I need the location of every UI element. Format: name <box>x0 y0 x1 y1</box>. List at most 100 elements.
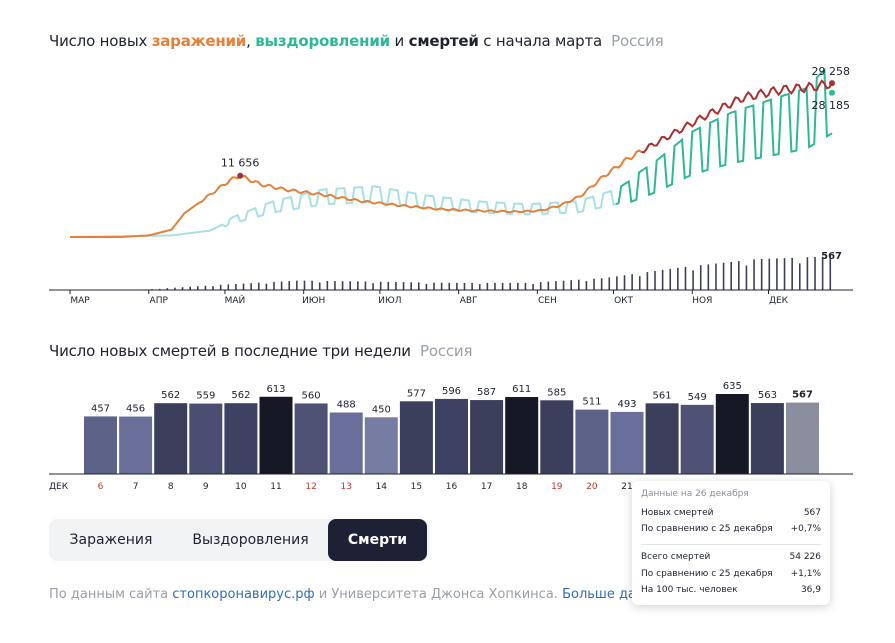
death-bar <box>654 271 656 290</box>
death-bar <box>539 282 542 290</box>
infections-end-label: 29 258 <box>812 65 851 78</box>
death-bar <box>715 263 717 290</box>
day-tick-label: 16 <box>446 482 458 492</box>
day-tick-label: 18 <box>516 482 528 492</box>
bar-value-label: 577 <box>407 388 426 399</box>
death-bar <box>318 282 321 290</box>
chart1-title: Число новых заражений, выздоровлений и с… <box>49 32 664 50</box>
death-bar-10 <box>224 403 258 474</box>
bar-value-label: 450 <box>372 404 391 415</box>
death-bar-26 <box>786 402 819 474</box>
bar-value-label: 488 <box>337 400 356 411</box>
death-bar-8 <box>154 403 188 474</box>
bar-value-label: 585 <box>547 387 566 398</box>
death-bar <box>463 282 466 290</box>
death-bar <box>707 264 710 290</box>
tooltip-row: По сравнению с 25 декабря +0,7% <box>641 524 821 538</box>
death-bar <box>334 281 336 290</box>
peak-label: 11 656 <box>221 157 260 170</box>
death-bar <box>486 282 489 290</box>
death-bar <box>608 277 611 290</box>
tooltip-row-label: Всего смертей <box>641 552 711 562</box>
death-bar <box>219 284 222 290</box>
day-tick-label: 7 <box>133 482 139 492</box>
day-tick-label: 14 <box>376 482 388 492</box>
deaths-end-label: 567 <box>821 251 842 262</box>
death-bar <box>410 282 412 290</box>
death-bar-16 <box>435 398 468 474</box>
footer-middle: и Университета Джонса Хопкинса. <box>314 587 563 602</box>
death-bar <box>646 272 649 290</box>
chart2-region: Россия <box>420 342 473 360</box>
bar-value-label: 596 <box>442 386 461 397</box>
tooltip-row: Новых смертей 567 <box>641 508 821 522</box>
death-bar <box>501 282 504 290</box>
death-bar <box>585 281 588 290</box>
tooltip-row-value: +0,7% <box>790 524 821 534</box>
death-bar <box>357 281 359 290</box>
tooltip-row-label: По сравнению с 25 декабря <box>641 524 773 534</box>
day-tick-label: 13 <box>340 482 351 492</box>
death-bar-25 <box>750 403 784 474</box>
month-tick-label: ОКТ <box>614 296 633 306</box>
tooltip-row-value: +1,1% <box>790 569 821 579</box>
chart2-title-text: Число новых смертей в последние три неде… <box>49 342 411 360</box>
death-bar-11 <box>259 396 293 474</box>
recoveries-end-label: 28 185 <box>812 99 851 112</box>
source-link-stopcoronavirus[interactable]: стопкоронавирус.рф <box>172 587 315 602</box>
death-bar-20 <box>575 409 609 474</box>
recoveries-end-marker <box>829 89 835 96</box>
bar-value-label: 562 <box>231 390 250 401</box>
day-tick-label: 8 <box>168 482 174 492</box>
death-bar <box>456 282 458 290</box>
bar-value-label: 549 <box>688 392 707 403</box>
death-bar <box>593 278 595 290</box>
tooltip-header: Данные на 26 декабря <box>641 489 749 499</box>
death-bar <box>692 270 694 290</box>
day-tick-label: 9 <box>203 482 209 492</box>
month-tick-label: ДЕК <box>769 296 789 306</box>
death-bar <box>684 266 687 290</box>
day-tick-label: 21 <box>621 482 632 492</box>
death-bar-17 <box>470 400 504 474</box>
death-bar <box>166 288 169 290</box>
infections-end-marker <box>829 80 835 87</box>
death-bar <box>372 283 374 290</box>
bar-value-label: 456 <box>126 404 145 415</box>
bar-value-label: 559 <box>196 391 215 402</box>
metric-tabs: Заражения Выздоровления Смерти <box>49 519 429 561</box>
death-bar <box>227 284 230 290</box>
tab-infections[interactable]: Заражения <box>69 532 153 548</box>
death-bar <box>730 261 732 290</box>
death-bar-14 <box>364 417 398 474</box>
death-bar <box>745 265 748 290</box>
death-bar <box>448 282 451 290</box>
death-bar-13 <box>329 412 363 474</box>
more-data-link[interactable]: Больше данн <box>562 587 653 602</box>
death-bar <box>776 258 778 290</box>
death-bar <box>197 286 199 290</box>
tooltip-row-label: Новых смертей <box>641 508 714 518</box>
tab-deaths[interactable]: Смерти <box>328 519 427 561</box>
month-tick-label: МАЙ <box>225 294 246 306</box>
death-bar <box>798 263 801 290</box>
bar-value-label: 457 <box>91 403 110 414</box>
bar-value-label: 567 <box>792 390 813 401</box>
death-bar <box>760 258 763 290</box>
month-tick-label: СЕН <box>538 296 557 306</box>
day-tick-label: 20 <box>586 482 598 492</box>
death-bar <box>699 265 702 290</box>
death-bar <box>806 257 809 290</box>
tooltip-row-label: На 100 тыс. человек <box>641 585 738 595</box>
death-bar <box>326 280 329 290</box>
death-bar <box>753 259 755 290</box>
cases-line-chart: МАР АПР МАЙ ИЮН ИЮЛ АВГ СЕН ОКТ НОЯ ДЕК 11 656 29 2… <box>49 65 853 306</box>
tab-recoveries[interactable]: Выздоровления <box>192 532 309 548</box>
day-tick-label: 17 <box>481 482 492 492</box>
bar-value-label: 613 <box>266 384 285 395</box>
death-bar <box>562 280 565 290</box>
death-bar <box>242 283 245 290</box>
month-tick-label: НОЯ <box>692 296 712 306</box>
death-bar <box>341 281 344 290</box>
death-bar <box>791 257 793 290</box>
